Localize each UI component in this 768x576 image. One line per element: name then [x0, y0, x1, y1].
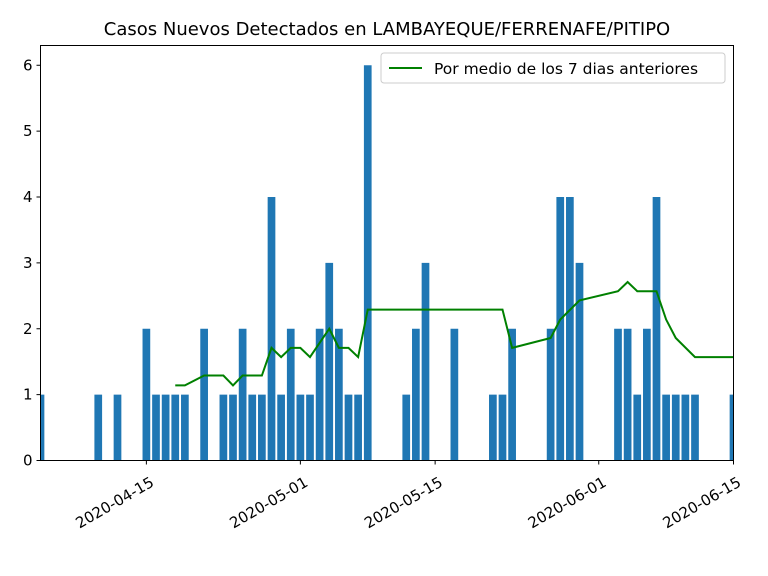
bar [643, 328, 651, 461]
bar [267, 197, 276, 461]
bar [229, 394, 237, 461]
bar [277, 394, 285, 461]
y-tick-label: 3 [23, 254, 33, 272]
bar-series [40, 65, 734, 461]
bar [219, 394, 228, 461]
y-tick-label: 4 [23, 188, 33, 206]
x-tick-label: 2020-06-15 [660, 473, 745, 532]
bar [489, 394, 497, 461]
bar [171, 394, 180, 461]
average-line [175, 280, 734, 387]
y-tick-label: 2 [23, 320, 33, 338]
legend-label: Por medio de los 7 dias anteriores [434, 60, 698, 78]
bar [691, 394, 699, 461]
bar [412, 328, 420, 461]
y-axis: 0 1 2 3 4 5 6 [23, 56, 41, 470]
bar [652, 197, 661, 461]
bar [671, 394, 680, 461]
bar [450, 328, 459, 461]
y-tick-label: 0 [23, 452, 33, 470]
bar [161, 394, 170, 461]
y-tick-label: 6 [23, 56, 33, 74]
bar [306, 394, 314, 461]
plot-frame [40, 45, 734, 461]
bar [142, 328, 151, 461]
bar [325, 262, 334, 461]
x-tick-label: 2020-05-15 [361, 473, 446, 532]
bar [402, 394, 411, 461]
bar [296, 394, 305, 461]
y-tick-label: 1 [23, 386, 33, 404]
bar [546, 328, 555, 461]
y-tick-label: 5 [23, 122, 33, 140]
bar [258, 394, 266, 461]
bar [421, 262, 430, 461]
bar [40, 394, 45, 461]
bar [152, 394, 160, 461]
legend: Por medio de los 7 dias anteriores [380, 52, 726, 84]
bar [363, 65, 372, 461]
bar [556, 197, 565, 461]
bar [181, 394, 189, 461]
bar [113, 394, 122, 461]
bar [681, 394, 690, 461]
bar [614, 328, 622, 461]
line-series [175, 280, 734, 387]
bar [344, 394, 353, 461]
x-axis: 2020-04-15 2020-05-01 2020-05-15 2020-06-01… [72, 460, 745, 532]
bar [566, 197, 574, 461]
bar [633, 394, 642, 461]
chart-title: Casos Nuevos Detectados en LAMBAYEQUE/FE… [104, 19, 670, 40]
bar [200, 328, 208, 461]
bar [315, 328, 324, 461]
bar [94, 394, 103, 461]
bar [354, 394, 362, 461]
bar [729, 394, 734, 461]
bar [335, 328, 343, 461]
bar [248, 394, 257, 461]
bar [508, 328, 516, 461]
x-tick-label: 2020-04-15 [72, 473, 157, 532]
bar [238, 328, 247, 461]
bar [575, 262, 584, 461]
bar [662, 394, 670, 461]
x-tick-label: 2020-06-01 [525, 473, 610, 532]
legend-box [380, 52, 726, 84]
bar [498, 394, 507, 461]
bar [623, 328, 632, 461]
bar [286, 328, 295, 461]
x-tick-label: 2020-05-01 [226, 473, 311, 532]
